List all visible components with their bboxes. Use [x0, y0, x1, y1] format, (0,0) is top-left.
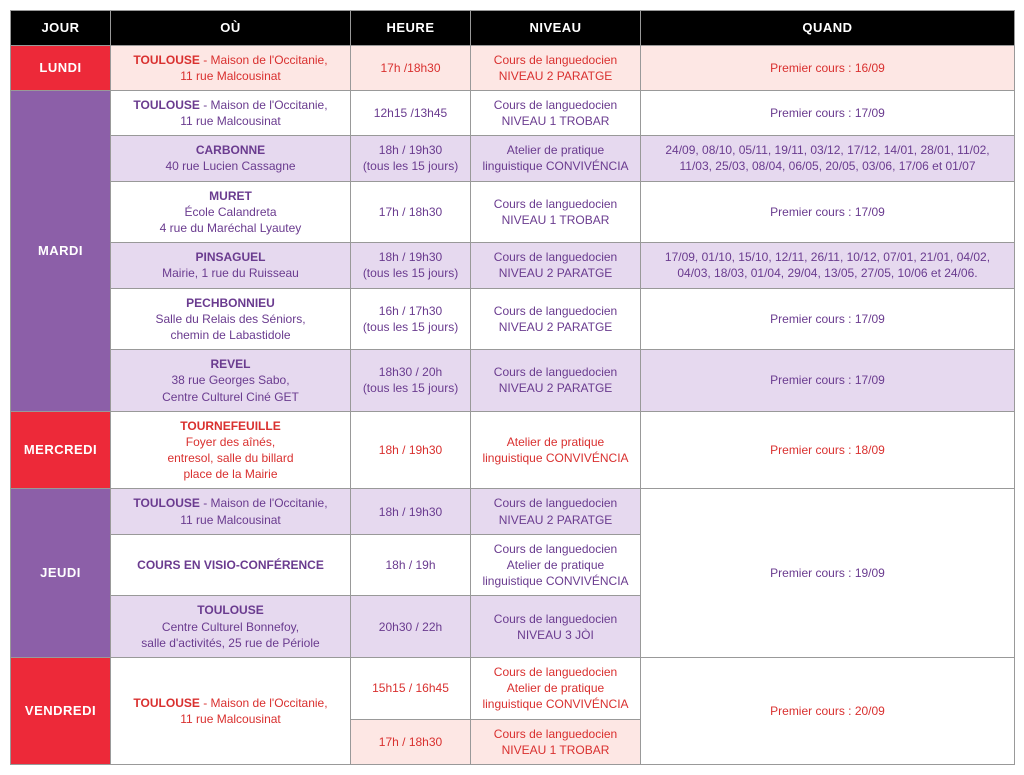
table-row: REVEL38 rue Georges Sabo,Centre Culturel… [11, 350, 1015, 412]
when-cell: Premier cours : 18/09 [641, 411, 1015, 489]
location-cell: REVEL38 rue Georges Sabo,Centre Culturel… [111, 350, 351, 412]
when-cell: 24/09, 08/10, 05/11, 19/11, 03/12, 17/12… [641, 136, 1015, 181]
table-row: JEUDITOULOUSE - Maison de l'Occitanie,11… [11, 489, 1015, 534]
table-row: VENDREDITOULOUSE - Maison de l'Occitanie… [11, 657, 1015, 719]
when-cell: Premier cours : 17/09 [641, 181, 1015, 243]
level-cell: Cours de languedocienNIVEAU 3 JÒI [471, 596, 641, 658]
col-ou: OÙ [111, 11, 351, 46]
time-cell: 18h / 19h30(tous les 15 jours) [351, 136, 471, 181]
when-cell: Premier cours : 17/09 [641, 350, 1015, 412]
level-cell: Cours de languedocienNIVEAU 2 PARATGE [471, 45, 641, 90]
time-cell: 17h / 18h30 [351, 719, 471, 764]
day-cell: MERCREDI [11, 411, 111, 489]
level-cell: Cours de languedocienNIVEAU 2 PARATGE [471, 288, 641, 350]
col-heure: HEURE [351, 11, 471, 46]
col-quand: QUAND [641, 11, 1015, 46]
location-cell: TOULOUSE - Maison de l'Occitanie,11 rue … [111, 90, 351, 135]
day-cell: LUNDI [11, 45, 111, 90]
time-cell: 18h30 / 20h(tous les 15 jours) [351, 350, 471, 412]
when-cell: Premier cours : 16/09 [641, 45, 1015, 90]
location-cell: TOULOUSE - Maison de l'Occitanie,11 rue … [111, 45, 351, 90]
location-cell: MURETÉcole Calandreta4 rue du Maréchal L… [111, 181, 351, 243]
level-cell: Cours de languedocienAtelier de pratique… [471, 657, 641, 719]
level-cell: Cours de languedocienNIVEAU 2 PARATGE [471, 489, 641, 534]
table-row: PECHBONNIEUSalle du Relais des Séniors,c… [11, 288, 1015, 350]
time-cell: 12h15 /13h45 [351, 90, 471, 135]
level-cell: Cours de languedocienNIVEAU 1 TROBAR [471, 90, 641, 135]
time-cell: 18h / 19h [351, 534, 471, 596]
table-row: MERCREDITOURNEFEUILLEFoyer des aînés,ent… [11, 411, 1015, 489]
location-cell: TOULOUSE - Maison de l'Occitanie,11 rue … [111, 489, 351, 534]
when-cell: 17/09, 01/10, 15/10, 12/11, 26/11, 10/12… [641, 243, 1015, 288]
when-cell: Premier cours : 20/09 [641, 657, 1015, 764]
when-cell: Premier cours : 19/09 [641, 489, 1015, 658]
table-row: MARDITOULOUSE - Maison de l'Occitanie,11… [11, 90, 1015, 135]
time-cell: 18h / 19h30 [351, 489, 471, 534]
col-niveau: NIVEAU [471, 11, 641, 46]
day-cell: MARDI [11, 90, 111, 411]
time-cell: 18h / 19h30 [351, 411, 471, 489]
level-cell: Cours de languedocienNIVEAU 2 PARATGE [471, 243, 641, 288]
time-cell: 15h15 / 16h45 [351, 657, 471, 719]
time-cell: 18h / 19h30(tous les 15 jours) [351, 243, 471, 288]
location-cell: TOULOUSECentre Culturel Bonnefoy,salle d… [111, 596, 351, 658]
location-cell: PINSAGUELMairie, 1 rue du Ruisseau [111, 243, 351, 288]
schedule-table: JOUR OÙ HEURE NIVEAU QUAND LUNDITOULOUSE… [10, 10, 1015, 765]
col-jour: JOUR [11, 11, 111, 46]
level-cell: Cours de languedocienNIVEAU 1 TROBAR [471, 719, 641, 764]
location-cell: COURS EN VISIO-CONFÉRENCE [111, 534, 351, 596]
time-cell: 20h30 / 22h [351, 596, 471, 658]
level-cell: Cours de languedocienNIVEAU 1 TROBAR [471, 181, 641, 243]
location-cell: PECHBONNIEUSalle du Relais des Séniors,c… [111, 288, 351, 350]
table-row: MURETÉcole Calandreta4 rue du Maréchal L… [11, 181, 1015, 243]
location-cell: CARBONNE40 rue Lucien Cassagne [111, 136, 351, 181]
level-cell: Cours de languedocienNIVEAU 2 PARATGE [471, 350, 641, 412]
table-body: LUNDITOULOUSE - Maison de l'Occitanie,11… [11, 45, 1015, 764]
time-cell: 17h /18h30 [351, 45, 471, 90]
table-row: PINSAGUELMairie, 1 rue du Ruisseau18h / … [11, 243, 1015, 288]
day-cell: VENDREDI [11, 657, 111, 764]
time-cell: 16h / 17h30(tous les 15 jours) [351, 288, 471, 350]
day-cell: JEUDI [11, 489, 111, 658]
location-cell: TOURNEFEUILLEFoyer des aînés,entresol, s… [111, 411, 351, 489]
level-cell: Atelier de pratiquelinguistique CONVIVÉN… [471, 136, 641, 181]
location-cell: TOULOUSE - Maison de l'Occitanie,11 rue … [111, 657, 351, 764]
level-cell: Atelier de pratiquelinguistique CONVIVÉN… [471, 411, 641, 489]
when-cell: Premier cours : 17/09 [641, 90, 1015, 135]
table-header: JOUR OÙ HEURE NIVEAU QUAND [11, 11, 1015, 46]
table-row: CARBONNE40 rue Lucien Cassagne18h / 19h3… [11, 136, 1015, 181]
time-cell: 17h / 18h30 [351, 181, 471, 243]
level-cell: Cours de languedocienAtelier de pratique… [471, 534, 641, 596]
table-row: LUNDITOULOUSE - Maison de l'Occitanie,11… [11, 45, 1015, 90]
when-cell: Premier cours : 17/09 [641, 288, 1015, 350]
